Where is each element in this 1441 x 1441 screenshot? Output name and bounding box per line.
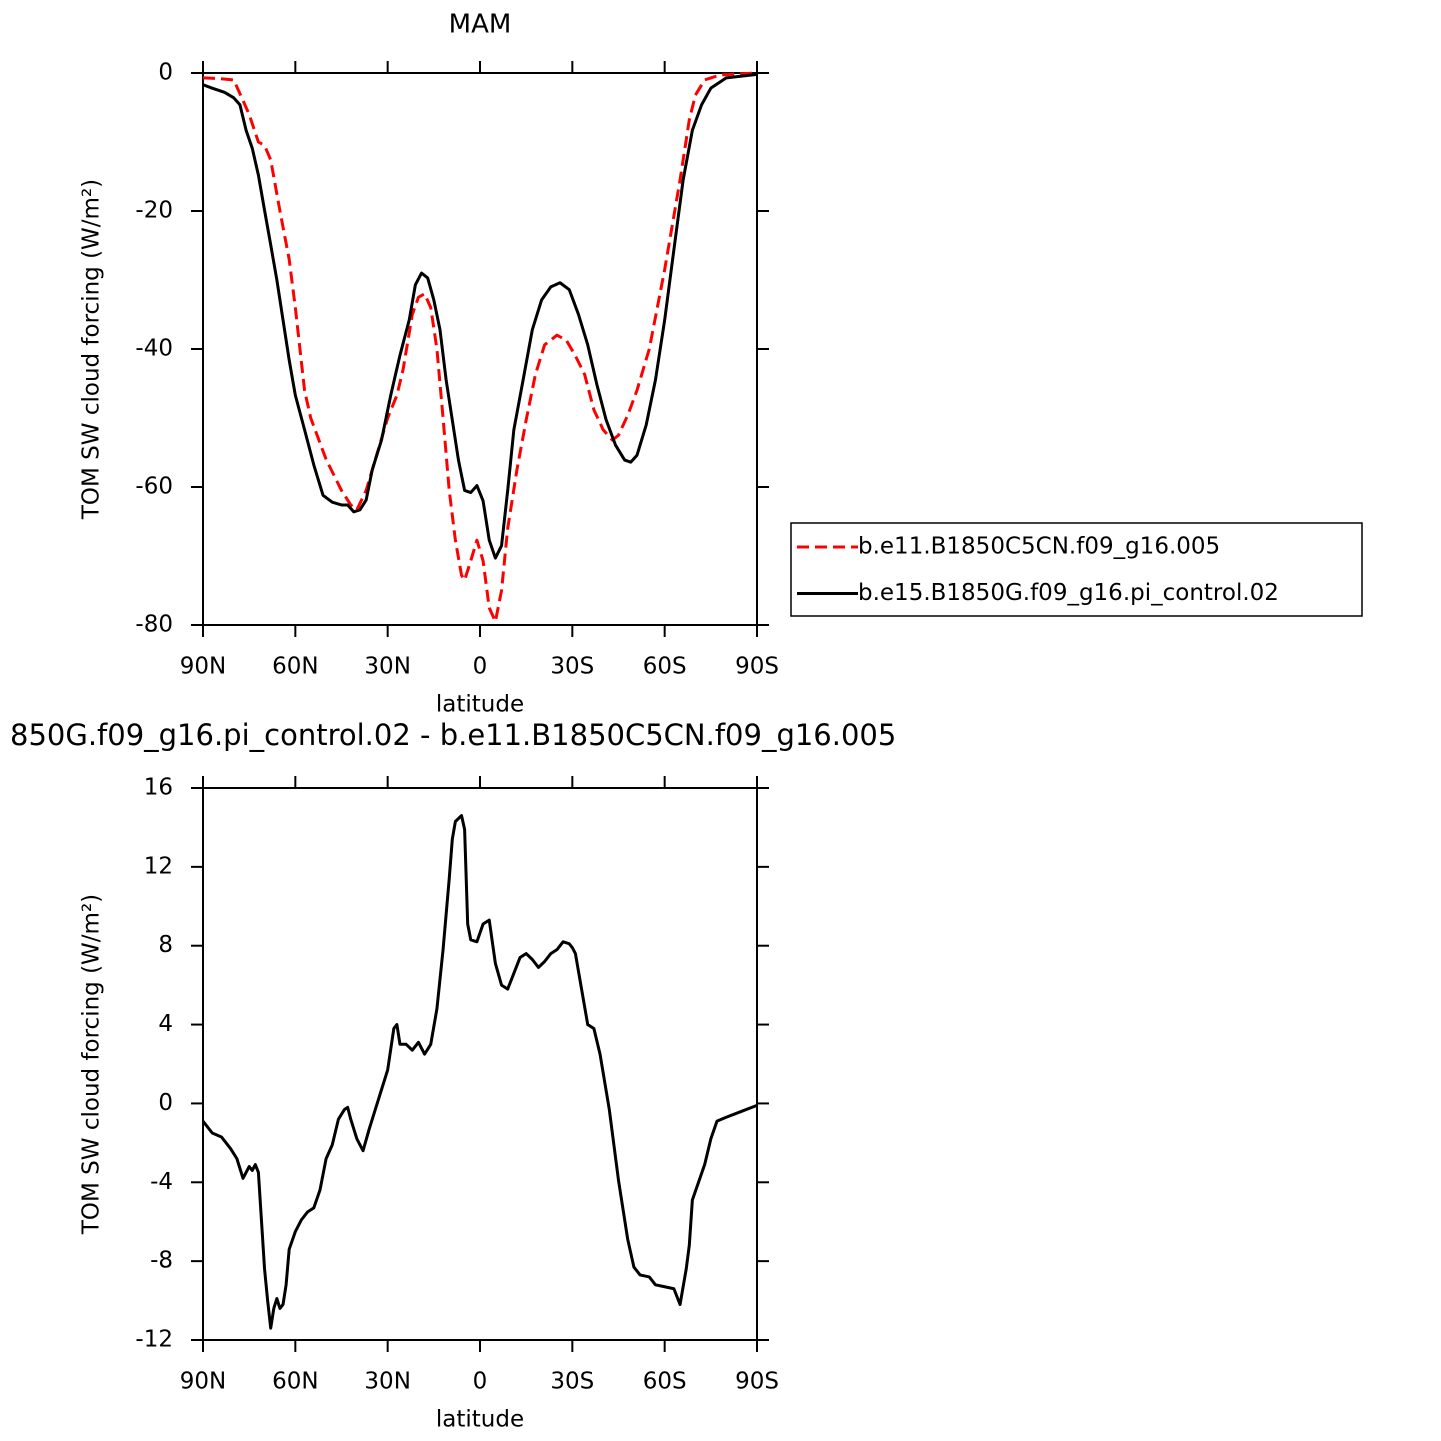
x-tick-label: 30S (550, 654, 594, 680)
y-axis-label: TOM SW cloud forcing (W/m²) (79, 894, 105, 1235)
data-line (202, 71, 758, 624)
x-axis-label: latitude (436, 692, 524, 718)
legend-label: b.e11.B1850C5CN.f09_g16.005 (858, 534, 1220, 560)
chart-title: MAM (449, 10, 512, 40)
plot-frame (202, 72, 758, 626)
x-tick-label: 0 (473, 1369, 488, 1395)
x-tick-label: 90N (180, 1369, 226, 1395)
legend-box (790, 522, 1363, 617)
legend-label: b.e15.B1850G.f09_g16.pi_control.02 (858, 580, 1279, 606)
y-tick-label: 8 (158, 932, 173, 958)
data-line (201, 814, 758, 1330)
y-tick-label: -60 (135, 474, 173, 500)
y-tick-label: 16 (144, 775, 173, 801)
x-tick-label: 60S (643, 1369, 687, 1395)
x-tick-label: 60N (272, 654, 318, 680)
y-tick-label: -8 (150, 1248, 173, 1274)
y-tick-label: 0 (158, 1090, 173, 1116)
y-tick-label: 4 (158, 1011, 173, 1037)
x-tick-label: 60N (272, 1369, 318, 1395)
x-tick-label: 30S (550, 1369, 594, 1395)
y-tick-label: 12 (144, 853, 173, 879)
x-tick-label: 90S (735, 1369, 779, 1395)
y-tick-label: -4 (150, 1169, 173, 1195)
y-tick-label: -40 (135, 336, 173, 362)
x-tick-label: 0 (473, 654, 488, 680)
x-tick-label: 30N (364, 654, 410, 680)
x-tick-label: 60S (643, 654, 687, 680)
y-tick-label: 0 (158, 60, 173, 86)
x-tick-label: 30N (364, 1369, 410, 1395)
y-tick-label: -12 (135, 1327, 173, 1353)
y-axis-label: TOM SW cloud forcing (W/m²) (79, 179, 105, 520)
chart-title: 850G.f09_g16.pi_control.02 - b.e11.B1850… (10, 718, 896, 752)
x-tick-label: 90S (735, 654, 779, 680)
plot-frame (202, 787, 758, 1341)
x-tick-label: 90N (180, 654, 226, 680)
y-tick-label: -80 (135, 612, 173, 638)
x-axis-label: latitude (436, 1407, 524, 1433)
data-line (202, 72, 758, 560)
y-tick-label: -20 (135, 198, 173, 224)
